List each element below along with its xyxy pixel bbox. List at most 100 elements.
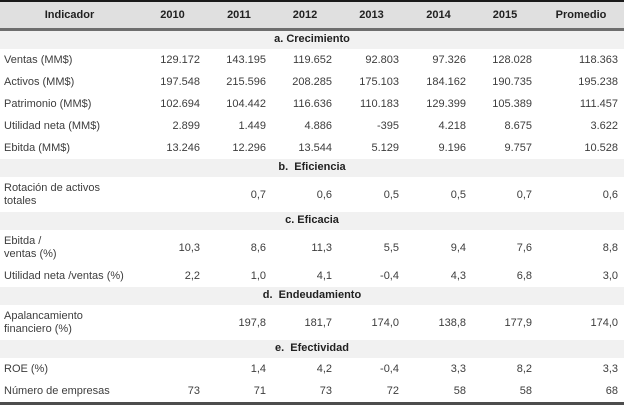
section-row: e. Efectividad [0,340,624,358]
cell-value: 0,6 [602,188,618,201]
cell-value: 2,2 [184,270,200,282]
cell-value: 110.183 [360,98,399,110]
cell-value: -0,4 [380,270,399,282]
cell-value: 11,3 [311,241,332,254]
col-header-2014: 2014 [405,1,472,31]
cell-value: 0,7 [516,188,532,201]
row-label: Ventas (MM$) [4,54,73,66]
section-title: c. Eficacia [0,212,624,230]
row-label: Apalancamiento financiero (%) [4,310,83,335]
col-header-promedio: Promedio [538,1,624,31]
cell-value: 9.196 [438,142,466,154]
cell-value: 8.675 [504,120,532,132]
cell-value: 215.596 [226,76,266,88]
col-header-2011: 2011 [206,1,272,31]
cell-value: 174,0 [371,316,399,329]
table-header-row: Indicador 2010 2011 2012 2013 2014 2015 … [0,1,624,31]
cell-value: 4,2 [316,363,332,375]
cell-value: 4.218 [438,120,466,132]
cell-value: 1,0 [250,270,266,282]
cell-value: 68 [605,385,618,397]
cell-value: 181,7 [304,316,332,329]
cell-value [139,358,206,380]
cell-value: 58 [453,385,466,397]
cell-value: 3.622 [590,120,618,132]
table-row: Ebitda / ventas (%) 10,3 8,6 11,3 5,5 9,4 7,6 8… [0,230,624,265]
cell-value: 0,6 [316,188,332,201]
cell-value [139,305,206,340]
section-title: e. Efectividad [0,340,624,358]
cell-value: 118.363 [579,54,618,66]
cell-value: 9,4 [450,241,466,254]
cell-value: 5,5 [383,241,399,254]
cell-value: 12.296 [232,142,266,154]
row-label: Patrimonio (MM$) [4,98,92,110]
table-row: Rotación de activos totales 0,7 0,6 0,5 0,5 0… [0,177,624,212]
cell-value: 7,6 [516,241,532,254]
cell-value: 138,8 [438,316,466,329]
col-header-2012: 2012 [272,1,338,31]
table-row: ROE (%) 1,4 4,2 -0,4 3,3 8,2 3,3 [0,358,624,380]
cell-value: 72 [386,385,399,397]
row-label: ROE (%) [4,363,48,375]
table-body: a. Crecimiento Ventas (MM$) 129.172 143.195… [0,29,624,404]
cell-value: 177,9 [504,316,532,329]
cell-value: 143.195 [226,54,266,66]
table-row: Ebitda (MM$) 13.246 12.296 13.544 5.129 9.196… [0,137,624,159]
table-row: Activos (MM$) 197.548 215.596 208.285 175.10… [0,71,624,93]
cell-value: 10.528 [584,142,618,154]
cell-value: 13.544 [298,142,332,154]
cell-value: 116.636 [293,98,332,110]
cell-value: 9.757 [504,142,532,154]
cell-value: 5.129 [371,142,399,154]
cell-value: 119.652 [293,54,332,66]
cell-value: 0,5 [450,188,466,201]
section-title: a. Crecimiento [0,29,624,49]
cell-value: 105.389 [492,98,532,110]
row-label: Utilidad neta (MM$) [4,120,100,132]
cell-value: 111.457 [579,98,618,110]
cell-value: 1,4 [250,363,266,375]
cell-value: 190.735 [492,76,532,88]
row-label: Activos (MM$) [4,76,75,88]
table-row: Apalancamiento financiero (%) 197,8 181,7 1… [0,305,624,340]
cell-value: 175.103 [359,76,399,88]
row-label: Rotación de activos totales [4,182,100,207]
table-row: Patrimonio (MM$) 102.694 104.442 116.636 110… [0,93,624,115]
cell-value: -395 [376,120,399,132]
cell-value: 174,0 [590,316,618,329]
cell-value: 195.238 [578,76,618,88]
cell-value: 71 [253,385,266,397]
cell-value: 4,1 [316,270,332,282]
cell-value: 73 [319,385,332,397]
cell-value: 6,8 [516,270,532,282]
cell-value: 13.246 [166,142,200,154]
section-row: d. Endeudamiento [0,287,624,305]
cell-value: 3,3 [450,363,466,375]
col-header-indicador: Indicador [0,1,139,31]
cell-value: 184.162 [426,76,466,88]
cell-value: 8,8 [602,241,618,254]
row-label: Número de empresas [4,385,110,397]
cell-value: 4,3 [450,270,466,282]
section-title: d. Endeudamiento [0,287,624,305]
cell-value: 4.886 [304,120,332,132]
section-row: c. Eficacia [0,212,624,230]
cell-value: 3,0 [602,270,618,282]
cell-value: 92.803 [365,54,399,66]
cell-value: -0,4 [380,363,399,375]
cell-value: 104.442 [226,98,266,110]
cell-value: 129.172 [160,54,200,66]
cell-value: 1.449 [238,120,266,132]
row-label: Utilidad neta /ventas (%) [4,270,124,282]
cell-value: 2.899 [172,120,200,132]
cell-value [139,177,206,212]
row-label: Ebitda / ventas (%) [4,235,57,260]
col-header-2010: 2010 [139,1,206,31]
cell-value: 208.285 [292,76,332,88]
cell-value: 3,3 [602,363,618,375]
row-label: Ebitda (MM$) [4,142,71,154]
cell-value: 97.326 [432,54,466,66]
